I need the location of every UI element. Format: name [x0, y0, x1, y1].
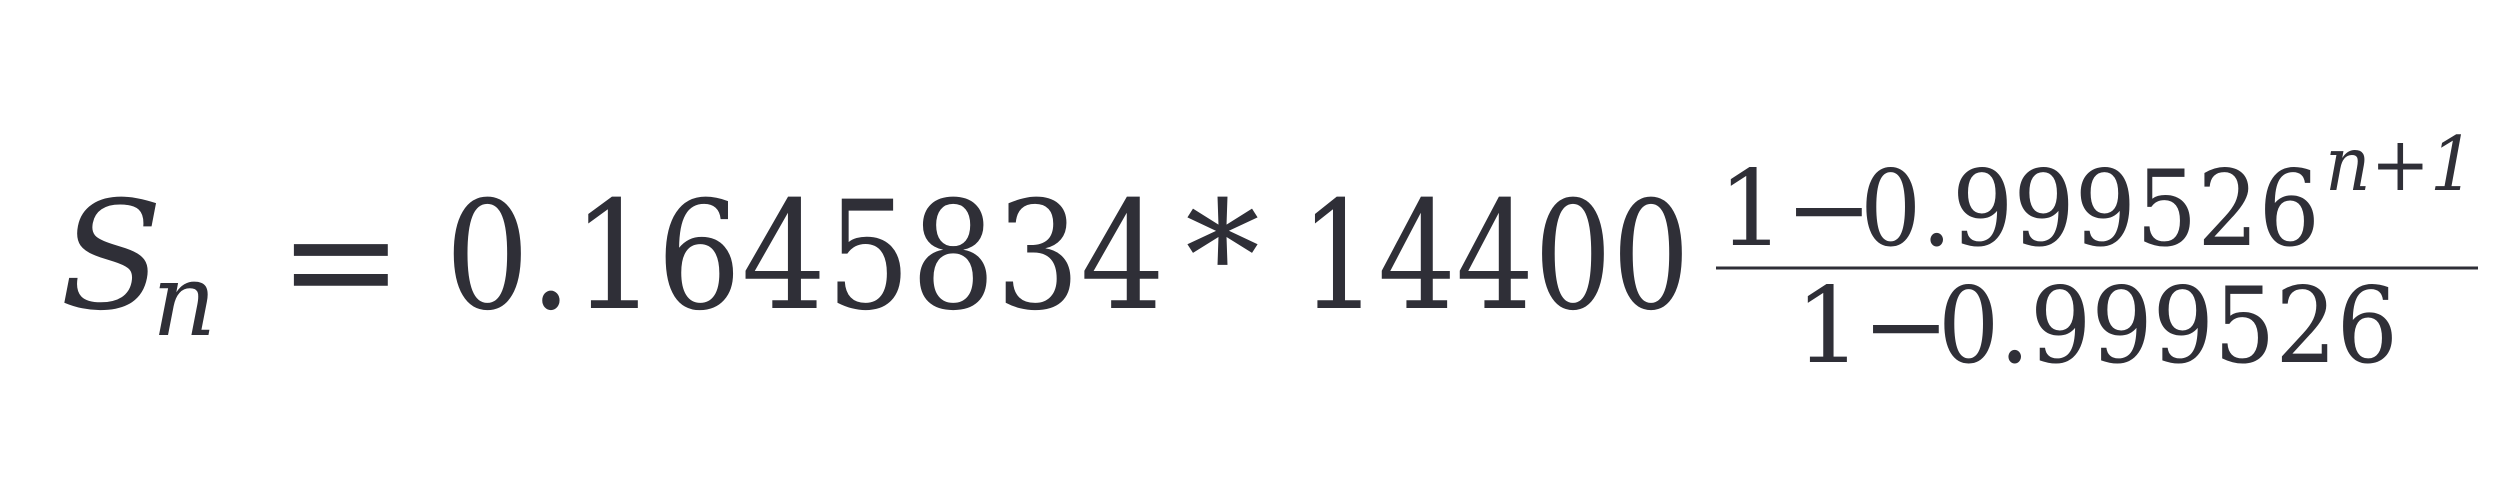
denominator-one: 1: [1795, 265, 1862, 387]
numerator-one: 1: [1718, 148, 1785, 270]
lhs-subscript: n: [152, 242, 216, 359]
numerator-power: n+1: [2325, 120, 2475, 208]
denominator-minus: −: [1862, 265, 1950, 387]
coefficient: 0.1645834: [445, 170, 1165, 344]
multiply-operator: *: [1185, 170, 1260, 344]
base: 14400: [1300, 170, 1690, 344]
denominator-value: 0.999526: [1938, 265, 2398, 387]
equals-sign: =: [278, 174, 404, 348]
numerator-minus: −: [1785, 148, 1873, 270]
lhs-symbol: S: [60, 170, 163, 344]
numerator-value: 0.999526: [1860, 148, 2320, 270]
